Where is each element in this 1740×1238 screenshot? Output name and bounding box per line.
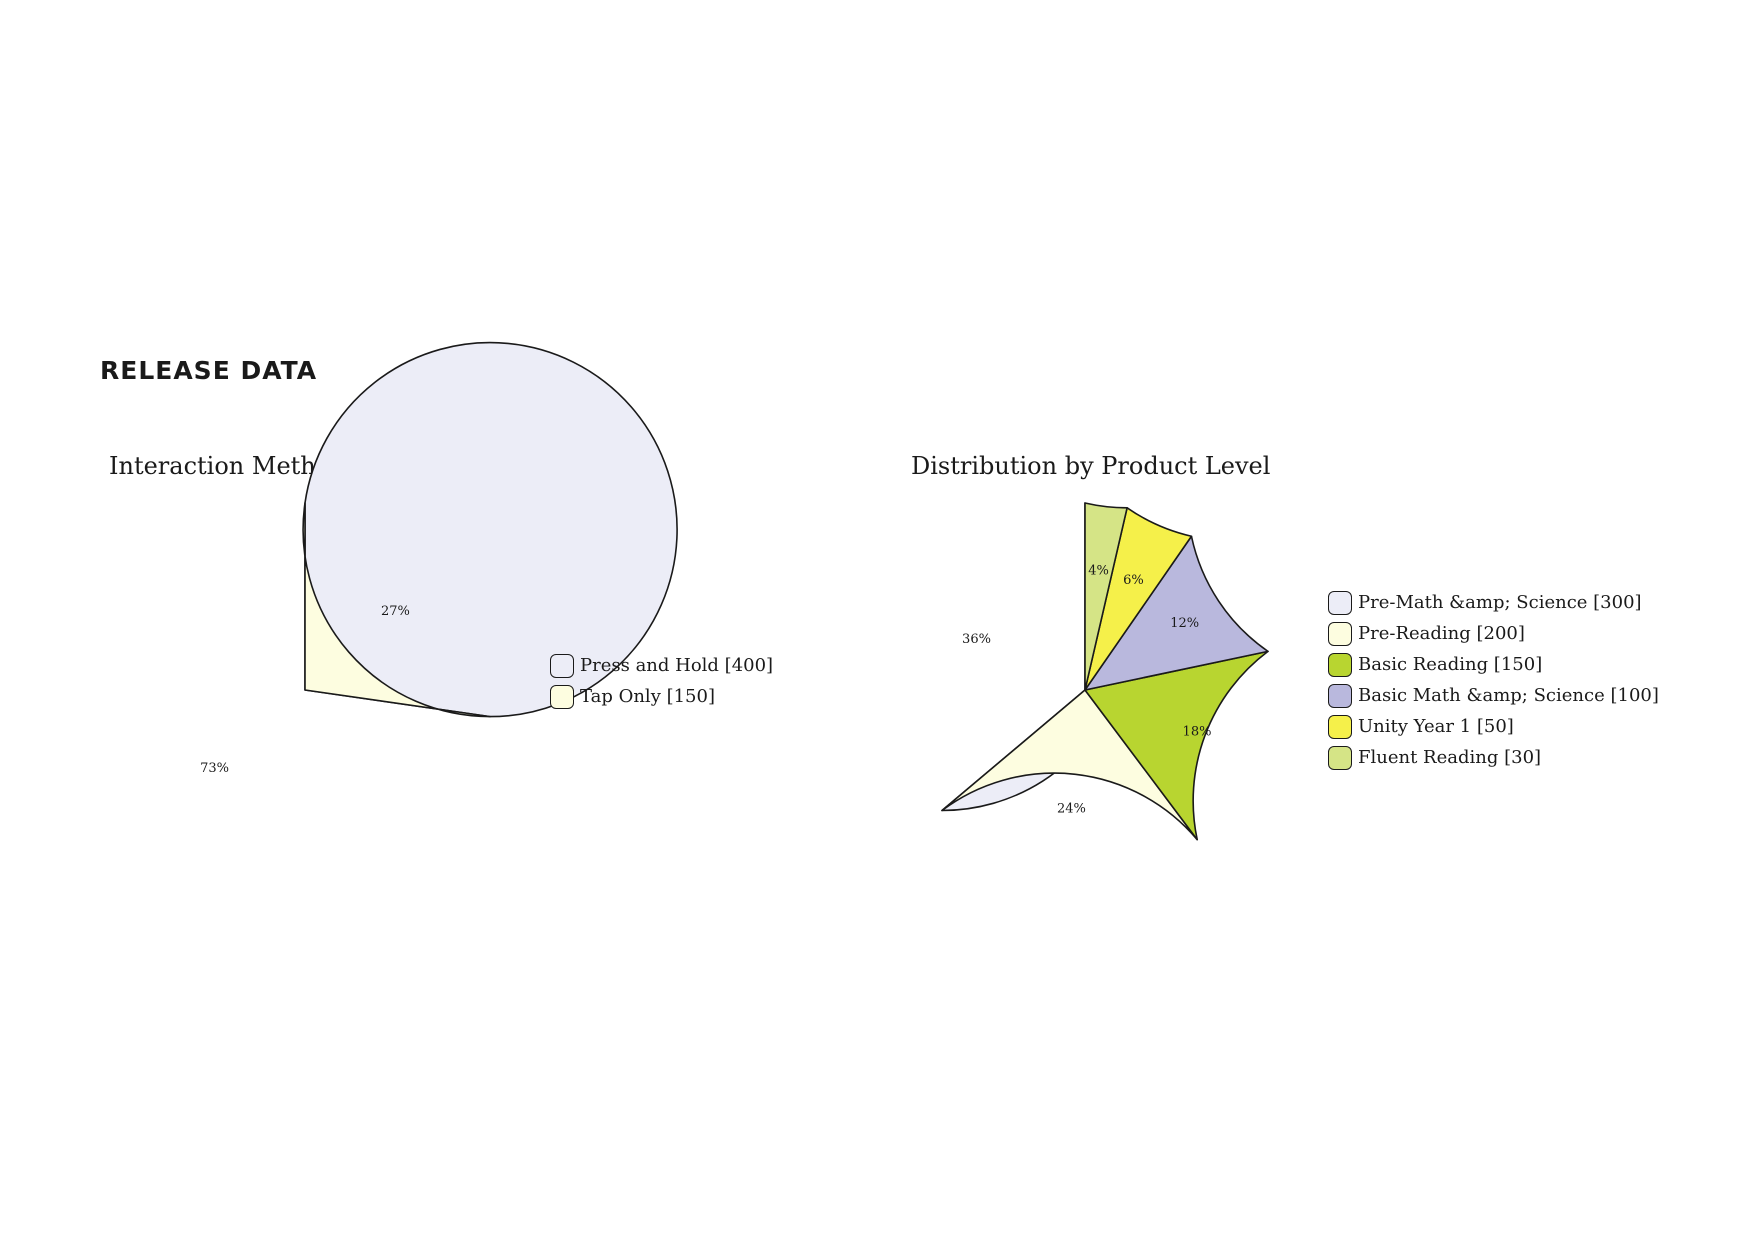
legend-item-pre-reading: Pre-Reading [200] [1328, 618, 1659, 649]
pie-chart-product-level: 36% 24% 18% 12% 6% 4% [941, 502, 1269, 841]
legend-item-basic-math-and-science: Basic Math &amp; Science [100] [1328, 680, 1659, 711]
percent-label-fluent-reading: 4% [1088, 564, 1109, 579]
legend-interaction-methods: Press and Hold [400] Tap Only [150] [550, 650, 773, 712]
chart-title-product-level: Distribution by Product Level [911, 452, 1271, 480]
page-title: RELEASE DATA [100, 356, 318, 385]
percent-label-basic-reading: 18% [1183, 725, 1212, 740]
legend-label: Unity Year 1 [50] [1358, 716, 1514, 737]
legend-swatch [1328, 590, 1352, 615]
legend-item-fluent-reading: Fluent Reading [30] [1328, 742, 1659, 773]
percent-label-pre-math-and-science: 36% [962, 632, 991, 647]
legend-label: Fluent Reading [30] [1358, 747, 1542, 768]
pie-slice-press-and-hold [304, 341, 678, 718]
legend-item-press-and-hold: Press and Hold [400] [550, 650, 773, 681]
percent-label-tap-only: 27% [381, 604, 410, 619]
legend-swatch [550, 653, 574, 678]
legend-label: Tap Only [150] [580, 686, 715, 707]
legend-swatch [1328, 745, 1352, 770]
pie-slice-basic-math-and-science [1084, 535, 1269, 691]
legend-label: Basic Math &amp; Science [100] [1358, 685, 1659, 706]
percent-label-press-and-hold: 73% [200, 761, 229, 776]
percent-label-pre-reading: 24% [1057, 801, 1086, 816]
legend-swatch [1328, 683, 1352, 708]
percent-label-basic-math-and-science: 12% [1170, 616, 1199, 631]
legend-label: Pre-Math &amp; Science [300] [1358, 592, 1642, 613]
legend-product-level: Pre-Math &amp; Science [300] Pre-Reading … [1328, 587, 1659, 773]
legend-item-pre-math-and-science: Pre-Math &amp; Science [300] [1328, 587, 1659, 618]
legend-label: Pre-Reading [200] [1358, 623, 1525, 644]
legend-item-unity-year-1: Unity Year 1 [50] [1328, 711, 1659, 742]
legend-swatch [1328, 714, 1352, 739]
pie-slice-fluent-reading [1084, 502, 1128, 691]
legend-swatch [550, 684, 574, 709]
legend-swatch [1328, 652, 1352, 677]
legend-item-basic-reading: Basic Reading [150] [1328, 649, 1659, 680]
legend-swatch [1328, 621, 1352, 646]
pie-slice-tap-only [302, 502, 491, 718]
legend-label: Press and Hold [400] [580, 655, 774, 676]
pie-chart-interaction-methods: 73% 27% [200, 341, 678, 776]
legend-item-tap-only: Tap Only [150] [550, 681, 773, 712]
pie-slice-pre-reading [941, 689, 1198, 841]
percent-label-unity-year-1: 6% [1123, 573, 1144, 588]
pie-slice-basic-reading [1084, 650, 1269, 841]
legend-label: Basic Reading [150] [1358, 654, 1543, 675]
